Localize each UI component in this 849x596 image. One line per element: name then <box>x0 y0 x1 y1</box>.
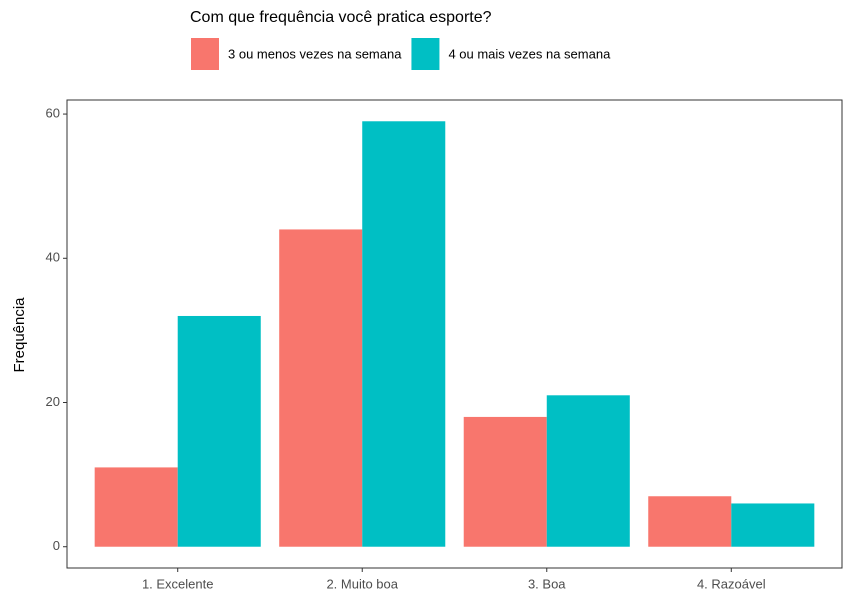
plot-panel <box>66 99 843 569</box>
legend-label: 4 ou mais vezes na semana <box>448 46 611 61</box>
bar <box>731 503 815 547</box>
bar <box>546 395 630 547</box>
x-tick-label: 3. Boa <box>528 576 566 591</box>
y-tick-label: 20 <box>46 394 60 409</box>
y-tick-label: 60 <box>46 105 60 120</box>
y-tick-label: 0 <box>53 538 60 553</box>
bar <box>279 229 363 547</box>
x-tick-label: 2. Muito boa <box>326 576 398 591</box>
y-axis-title: Frequência <box>11 297 28 373</box>
bar <box>463 416 547 547</box>
y-tick-label: 40 <box>46 250 60 265</box>
legend-label: 3 ou menos vezes na semana <box>228 46 402 61</box>
bar <box>177 315 261 547</box>
bar <box>362 121 446 547</box>
x-tick-label: 1. Excelente <box>142 576 214 591</box>
bar <box>648 496 732 547</box>
bar <box>94 467 178 547</box>
legend-key <box>191 38 219 70</box>
x-tick-label: 4. Razoável <box>697 576 766 591</box>
legend-key <box>411 38 440 70</box>
legend-title: Com que frequência você pratica esporte? <box>190 9 492 26</box>
